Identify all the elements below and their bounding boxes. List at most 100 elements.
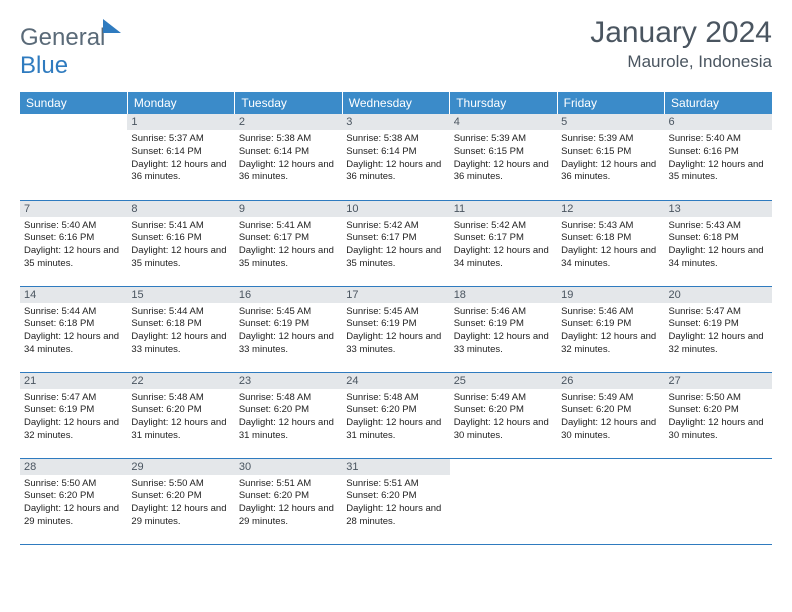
logo: GeneralBlue xyxy=(20,16,121,80)
day-details: Sunrise: 5:48 AMSunset: 6:20 PMDaylight:… xyxy=(127,389,234,446)
day-details: Sunrise: 5:42 AMSunset: 6:17 PMDaylight:… xyxy=(342,217,449,274)
day-number: 13 xyxy=(665,201,772,217)
day-number: 5 xyxy=(557,114,664,130)
day-details: Sunrise: 5:50 AMSunset: 6:20 PMDaylight:… xyxy=(127,475,234,532)
day-number: 12 xyxy=(557,201,664,217)
day-number: 19 xyxy=(557,287,664,303)
day-number: 9 xyxy=(235,201,342,217)
day-number: 21 xyxy=(20,373,127,389)
day-details: Sunrise: 5:37 AMSunset: 6:14 PMDaylight:… xyxy=(127,130,234,187)
day-number: 15 xyxy=(127,287,234,303)
day-details: Sunrise: 5:42 AMSunset: 6:17 PMDaylight:… xyxy=(450,217,557,274)
day-details: Sunrise: 5:43 AMSunset: 6:18 PMDaylight:… xyxy=(557,217,664,274)
day-number: 3 xyxy=(342,114,449,130)
day-details: Sunrise: 5:51 AMSunset: 6:20 PMDaylight:… xyxy=(235,475,342,532)
day-number: 1 xyxy=(127,114,234,130)
location-label: Maurole, Indonesia xyxy=(590,52,772,72)
calendar-day-cell: 24Sunrise: 5:48 AMSunset: 6:20 PMDayligh… xyxy=(342,372,449,458)
day-details: Sunrise: 5:41 AMSunset: 6:16 PMDaylight:… xyxy=(127,217,234,274)
calendar-day-cell: 28Sunrise: 5:50 AMSunset: 6:20 PMDayligh… xyxy=(20,458,127,544)
day-number: 23 xyxy=(235,373,342,389)
calendar-day-cell: 29Sunrise: 5:50 AMSunset: 6:20 PMDayligh… xyxy=(127,458,234,544)
day-details: Sunrise: 5:40 AMSunset: 6:16 PMDaylight:… xyxy=(20,217,127,274)
logo-text-general: General xyxy=(20,24,105,51)
calendar-day-cell: . xyxy=(20,114,127,200)
day-details: Sunrise: 5:41 AMSunset: 6:17 PMDaylight:… xyxy=(235,217,342,274)
day-details: Sunrise: 5:44 AMSunset: 6:18 PMDaylight:… xyxy=(127,303,234,360)
calendar-day-cell: 18Sunrise: 5:46 AMSunset: 6:19 PMDayligh… xyxy=(450,286,557,372)
day-details: Sunrise: 5:38 AMSunset: 6:14 PMDaylight:… xyxy=(235,130,342,187)
day-details: Sunrise: 5:48 AMSunset: 6:20 PMDaylight:… xyxy=(235,389,342,446)
day-details: Sunrise: 5:50 AMSunset: 6:20 PMDaylight:… xyxy=(665,389,772,446)
day-number: 31 xyxy=(342,459,449,475)
weekday-header: Monday xyxy=(127,92,234,114)
calendar-day-cell: . xyxy=(665,458,772,544)
calendar-week-row: .1Sunrise: 5:37 AMSunset: 6:14 PMDayligh… xyxy=(20,114,772,200)
calendar-week-row: 7Sunrise: 5:40 AMSunset: 6:16 PMDaylight… xyxy=(20,200,772,286)
day-number: 6 xyxy=(665,114,772,130)
calendar-day-cell: 5Sunrise: 5:39 AMSunset: 6:15 PMDaylight… xyxy=(557,114,664,200)
calendar-day-cell: 3Sunrise: 5:38 AMSunset: 6:14 PMDaylight… xyxy=(342,114,449,200)
day-details: Sunrise: 5:40 AMSunset: 6:16 PMDaylight:… xyxy=(665,130,772,187)
calendar-week-row: 21Sunrise: 5:47 AMSunset: 6:19 PMDayligh… xyxy=(20,372,772,458)
weekday-header: Sunday xyxy=(20,92,127,114)
day-details: Sunrise: 5:49 AMSunset: 6:20 PMDaylight:… xyxy=(450,389,557,446)
weekday-header: Wednesday xyxy=(342,92,449,114)
day-details: Sunrise: 5:45 AMSunset: 6:19 PMDaylight:… xyxy=(235,303,342,360)
weekday-header: Friday xyxy=(557,92,664,114)
calendar-day-cell: 14Sunrise: 5:44 AMSunset: 6:18 PMDayligh… xyxy=(20,286,127,372)
title-block: January 2024 Maurole, Indonesia xyxy=(590,16,772,72)
day-number: 22 xyxy=(127,373,234,389)
calendar-table: SundayMondayTuesdayWednesdayThursdayFrid… xyxy=(20,92,772,545)
calendar-day-cell: 2Sunrise: 5:38 AMSunset: 6:14 PMDaylight… xyxy=(235,114,342,200)
logo-text-blue: Blue xyxy=(20,52,68,79)
day-details: Sunrise: 5:45 AMSunset: 6:19 PMDaylight:… xyxy=(342,303,449,360)
day-details: Sunrise: 5:46 AMSunset: 6:19 PMDaylight:… xyxy=(450,303,557,360)
calendar-day-cell: 16Sunrise: 5:45 AMSunset: 6:19 PMDayligh… xyxy=(235,286,342,372)
day-number: 30 xyxy=(235,459,342,475)
calendar-page: GeneralBlue January 2024 Maurole, Indone… xyxy=(0,0,792,561)
day-details: Sunrise: 5:38 AMSunset: 6:14 PMDaylight:… xyxy=(342,130,449,187)
day-details: Sunrise: 5:48 AMSunset: 6:20 PMDaylight:… xyxy=(342,389,449,446)
day-number: 10 xyxy=(342,201,449,217)
day-details: Sunrise: 5:51 AMSunset: 6:20 PMDaylight:… xyxy=(342,475,449,532)
calendar-day-cell: 4Sunrise: 5:39 AMSunset: 6:15 PMDaylight… xyxy=(450,114,557,200)
day-details: Sunrise: 5:50 AMSunset: 6:20 PMDaylight:… xyxy=(20,475,127,532)
header: GeneralBlue January 2024 Maurole, Indone… xyxy=(20,16,772,80)
day-details: Sunrise: 5:49 AMSunset: 6:20 PMDaylight:… xyxy=(557,389,664,446)
day-number: 17 xyxy=(342,287,449,303)
calendar-day-cell: 1Sunrise: 5:37 AMSunset: 6:14 PMDaylight… xyxy=(127,114,234,200)
day-details: Sunrise: 5:44 AMSunset: 6:18 PMDaylight:… xyxy=(20,303,127,360)
day-number: 16 xyxy=(235,287,342,303)
day-number: 14 xyxy=(20,287,127,303)
day-number: 7 xyxy=(20,201,127,217)
calendar-week-row: 14Sunrise: 5:44 AMSunset: 6:18 PMDayligh… xyxy=(20,286,772,372)
month-title: January 2024 xyxy=(590,16,772,50)
day-number: 2 xyxy=(235,114,342,130)
calendar-day-cell: 12Sunrise: 5:43 AMSunset: 6:18 PMDayligh… xyxy=(557,200,664,286)
day-number: 27 xyxy=(665,373,772,389)
calendar-day-cell: . xyxy=(557,458,664,544)
day-number: 8 xyxy=(127,201,234,217)
weekday-header: Tuesday xyxy=(235,92,342,114)
day-details: Sunrise: 5:43 AMSunset: 6:18 PMDaylight:… xyxy=(665,217,772,274)
weekday-header: Thursday xyxy=(450,92,557,114)
day-number: 18 xyxy=(450,287,557,303)
day-number: 25 xyxy=(450,373,557,389)
day-number: 24 xyxy=(342,373,449,389)
calendar-day-cell: 9Sunrise: 5:41 AMSunset: 6:17 PMDaylight… xyxy=(235,200,342,286)
day-number: 28 xyxy=(20,459,127,475)
calendar-day-cell: 20Sunrise: 5:47 AMSunset: 6:19 PMDayligh… xyxy=(665,286,772,372)
day-details: Sunrise: 5:39 AMSunset: 6:15 PMDaylight:… xyxy=(450,130,557,187)
calendar-day-cell: 17Sunrise: 5:45 AMSunset: 6:19 PMDayligh… xyxy=(342,286,449,372)
calendar-day-cell: 26Sunrise: 5:49 AMSunset: 6:20 PMDayligh… xyxy=(557,372,664,458)
day-details: Sunrise: 5:47 AMSunset: 6:19 PMDaylight:… xyxy=(20,389,127,446)
calendar-day-cell: . xyxy=(450,458,557,544)
calendar-day-cell: 22Sunrise: 5:48 AMSunset: 6:20 PMDayligh… xyxy=(127,372,234,458)
calendar-day-cell: 15Sunrise: 5:44 AMSunset: 6:18 PMDayligh… xyxy=(127,286,234,372)
calendar-day-cell: 23Sunrise: 5:48 AMSunset: 6:20 PMDayligh… xyxy=(235,372,342,458)
calendar-day-cell: 25Sunrise: 5:49 AMSunset: 6:20 PMDayligh… xyxy=(450,372,557,458)
calendar-body: .1Sunrise: 5:37 AMSunset: 6:14 PMDayligh… xyxy=(20,114,772,544)
calendar-day-cell: 10Sunrise: 5:42 AMSunset: 6:17 PMDayligh… xyxy=(342,200,449,286)
calendar-day-cell: 11Sunrise: 5:42 AMSunset: 6:17 PMDayligh… xyxy=(450,200,557,286)
